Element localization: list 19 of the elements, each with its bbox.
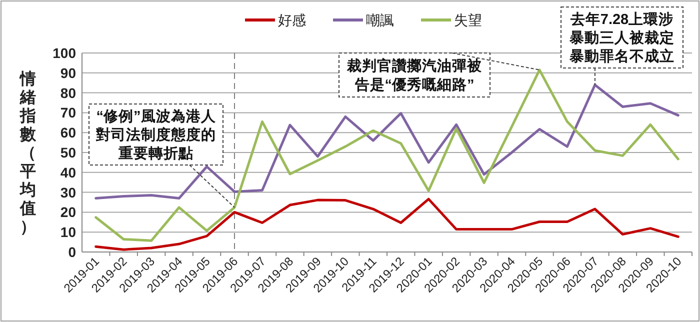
y-tick-label: 50 (60, 144, 76, 160)
y-tick-label: 60 (60, 124, 76, 141)
y-tick-label: 100 (52, 45, 76, 61)
y-tick-label: 10 (60, 224, 76, 240)
annotation: “修例”風波為港人對司法制度態度的重要轉折點 (95, 108, 217, 162)
y-tick-label: 20 (60, 204, 76, 220)
y-tick-label: 30 (60, 184, 76, 200)
line-series (94, 198, 680, 251)
annotation: 裁判官讚擲汽油彈被告是“優秀嘅細路” (346, 56, 483, 94)
annotation: 去年7.28上環涉暴動三人被裁定暴動罪名不成立 (568, 11, 674, 65)
text: 情緒指數（平均值） (20, 71, 36, 236)
legend-label: 好感 (278, 12, 306, 28)
y-tick-label: 90 (60, 64, 76, 81)
y-tick-label: 40 (60, 164, 76, 180)
y-tick-label: 0 (68, 244, 76, 260)
y-tick-label: 80 (60, 84, 76, 101)
y-tick-label: 70 (60, 104, 76, 121)
legend-label: 失望 (454, 12, 482, 28)
legend-label: 嘲諷 (366, 12, 394, 28)
